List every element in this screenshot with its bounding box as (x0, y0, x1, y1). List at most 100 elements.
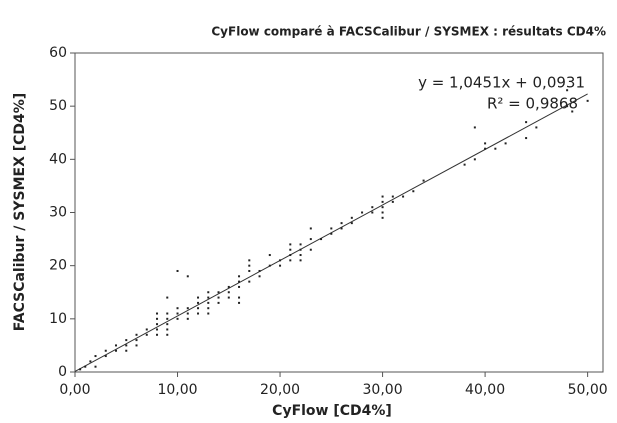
point (115, 344, 118, 347)
point (279, 264, 282, 267)
y-axis-label: FACSCalibur / SYSMEX [CD4%] (12, 93, 28, 331)
point (350, 216, 353, 219)
point (166, 333, 169, 336)
point (381, 216, 384, 219)
point (381, 211, 384, 214)
point (391, 195, 394, 198)
point (94, 365, 97, 368)
point (217, 291, 220, 294)
point (176, 269, 179, 272)
point (197, 312, 200, 315)
y-tick-label: 10 (49, 311, 67, 327)
point (422, 179, 425, 182)
point (115, 349, 118, 352)
point (135, 333, 138, 336)
point (166, 317, 169, 320)
point (227, 296, 230, 299)
point (207, 301, 210, 304)
point (279, 259, 282, 262)
point (186, 275, 189, 278)
point (289, 254, 292, 257)
point (166, 312, 169, 315)
point (166, 296, 169, 299)
x-axis-label: CyFlow [CD4%] (272, 403, 392, 419)
x-tick-label: 30,00 (363, 382, 403, 398)
point (156, 323, 159, 326)
point (176, 307, 179, 310)
point (258, 275, 261, 278)
point (104, 355, 107, 358)
point (197, 301, 200, 304)
x-tick-label: 50,00 (568, 382, 608, 398)
point (248, 259, 251, 262)
point (371, 211, 374, 214)
y-tick-label: 60 (49, 45, 67, 61)
point (145, 333, 148, 336)
point (217, 296, 220, 299)
point (186, 312, 189, 315)
point (412, 190, 415, 193)
chart-title: CyFlow comparé à FACSCalibur / SYSMEX : … (211, 25, 606, 39)
point (371, 206, 374, 209)
point (197, 296, 200, 299)
point (104, 349, 107, 352)
point (248, 264, 251, 267)
point (571, 110, 574, 113)
point (289, 248, 292, 251)
point (89, 360, 92, 363)
point (381, 200, 384, 203)
point (156, 312, 159, 315)
point (525, 121, 528, 124)
point (504, 142, 507, 145)
point (309, 227, 312, 230)
point (299, 254, 302, 257)
point (289, 243, 292, 246)
point (166, 328, 169, 331)
point (248, 269, 251, 272)
x-tick-label: 20,00 (260, 382, 300, 398)
point (340, 222, 343, 225)
point (248, 280, 251, 283)
point (176, 317, 179, 320)
point (156, 317, 159, 320)
point (350, 222, 353, 225)
point (299, 248, 302, 251)
point (238, 296, 241, 299)
point (125, 344, 128, 347)
r-squared: R² = 0,9868 (487, 95, 578, 113)
point (156, 328, 159, 331)
point (473, 158, 476, 161)
point (391, 200, 394, 203)
trendline (74, 93, 588, 372)
y-tick-label: 30 (49, 205, 67, 221)
point (217, 301, 220, 304)
point (330, 232, 333, 235)
point (309, 238, 312, 241)
point (197, 307, 200, 310)
y-tick-label: 40 (49, 151, 67, 167)
x-tick-label: 10,00 (157, 382, 197, 398)
point (361, 211, 364, 214)
point (207, 296, 210, 299)
point (207, 312, 210, 315)
y-tick-label: 20 (49, 258, 67, 274)
point (135, 339, 138, 342)
point (238, 280, 241, 283)
point (227, 291, 230, 294)
point (166, 323, 169, 326)
point (299, 243, 302, 246)
point (135, 344, 138, 347)
point (289, 259, 292, 262)
y-tick-label: 0 (58, 364, 67, 380)
x-tick-label: 40,00 (465, 382, 505, 398)
point (268, 264, 271, 267)
point (566, 89, 569, 92)
point (381, 195, 384, 198)
point (402, 195, 405, 198)
x-tick-label: 0,00 (59, 382, 90, 398)
point (94, 355, 97, 358)
point (299, 259, 302, 262)
point (268, 254, 271, 257)
point (227, 285, 230, 288)
